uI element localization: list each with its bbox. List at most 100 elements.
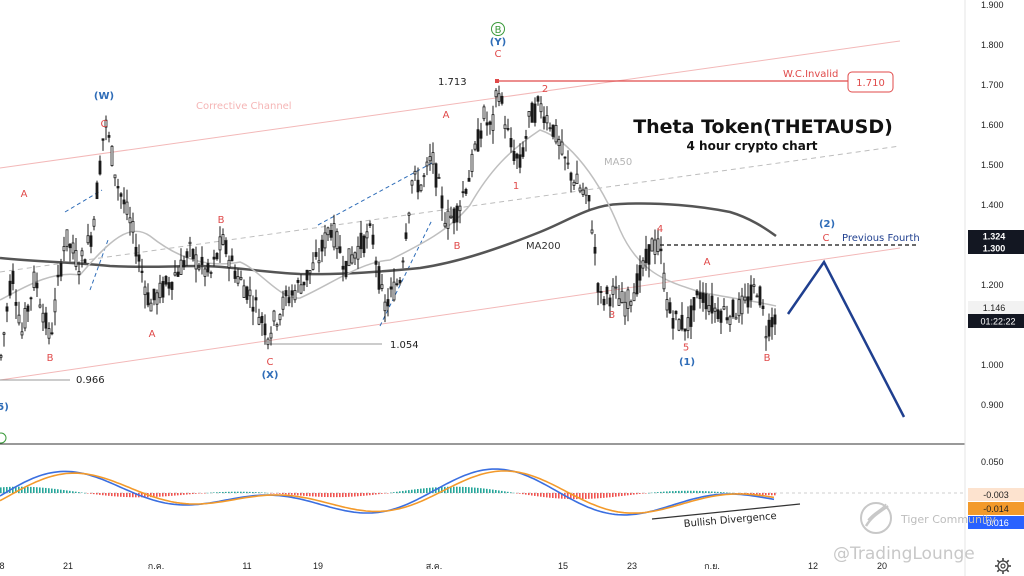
macd-bar	[261, 492, 263, 493]
macd-bar	[75, 491, 77, 493]
macd-bar	[312, 493, 314, 497]
candle	[104, 115, 108, 141]
candle	[425, 157, 429, 176]
candle	[770, 307, 774, 340]
time-tick: ก.ย.	[704, 561, 720, 571]
wave-label: C	[267, 357, 274, 368]
price-tick: 1.700	[981, 80, 1004, 90]
candle	[530, 101, 534, 123]
gear-icon[interactable]	[995, 558, 1011, 574]
price-tick: 1.800	[981, 40, 1004, 50]
candle	[668, 297, 672, 315]
macd-bar	[666, 491, 668, 493]
macd-bar	[447, 486, 449, 493]
macd-bar	[210, 492, 212, 494]
candle	[47, 322, 51, 345]
macd-bar	[297, 493, 299, 496]
candle	[20, 322, 24, 339]
macd-bar	[345, 493, 347, 497]
macd-bar	[276, 493, 278, 494]
wave-label: 5	[683, 343, 689, 354]
macd-bar	[177, 493, 179, 496]
macd-bar	[693, 490, 695, 493]
macd-bar	[726, 492, 728, 493]
macd-bar	[687, 490, 689, 493]
candle	[455, 203, 459, 231]
svg-text:-0.014: -0.014	[983, 504, 1009, 514]
macd-bar	[684, 490, 686, 493]
macd-bar	[675, 490, 677, 493]
candle	[422, 172, 426, 188]
candle	[308, 270, 312, 285]
candle	[605, 285, 609, 305]
candle	[590, 220, 594, 235]
candle	[398, 276, 402, 286]
macd-bar	[333, 493, 335, 498]
macd-bar	[372, 493, 374, 495]
macd-bar	[456, 486, 458, 493]
macd-bar	[129, 493, 131, 498]
macd-bar	[654, 492, 656, 493]
macd-bar	[90, 493, 92, 494]
candle	[275, 322, 279, 331]
macd-bar	[555, 493, 557, 499]
macd-bar	[750, 493, 752, 495]
candle	[494, 88, 498, 108]
macd-bar	[72, 491, 74, 493]
macd-bar	[465, 487, 467, 493]
svg-text:01:22:22: 01:22:22	[980, 317, 1015, 327]
macd-bar	[327, 493, 329, 498]
candle	[74, 237, 78, 271]
candle	[392, 268, 396, 302]
macd-bar	[330, 493, 332, 498]
candle	[629, 299, 633, 313]
candle	[65, 229, 69, 252]
macd-bar	[96, 493, 98, 495]
macd-bar	[123, 493, 125, 497]
wave-label: C	[101, 119, 108, 130]
candle	[359, 220, 363, 259]
macd-bar	[720, 492, 722, 493]
macd-bar	[246, 491, 248, 493]
wave-label: 5)	[0, 402, 9, 413]
candle	[53, 287, 57, 326]
macd-bar	[594, 493, 596, 499]
macd-bar	[504, 491, 506, 493]
macd-bar	[774, 493, 776, 496]
macd-bar	[480, 488, 482, 493]
candle	[17, 301, 21, 326]
macd-bar	[336, 493, 338, 498]
macd-bar	[198, 493, 200, 494]
macd-bar	[603, 493, 605, 498]
candle	[95, 180, 99, 200]
macd-bar	[165, 493, 167, 497]
candle	[152, 288, 156, 306]
svg-text:1.300: 1.300	[983, 244, 1006, 254]
macd-bar	[357, 493, 359, 497]
macd-bar	[705, 491, 707, 493]
candle	[620, 282, 624, 304]
candle	[305, 269, 309, 287]
time-tick: 15	[558, 561, 568, 571]
candle	[593, 233, 597, 266]
candle	[161, 276, 165, 303]
macd-bar	[360, 493, 362, 497]
candle	[332, 214, 336, 251]
macd-bar	[669, 491, 671, 493]
candle	[680, 302, 684, 332]
macd-bar	[348, 493, 350, 497]
candle	[254, 289, 258, 313]
svg-text:-0.003: -0.003	[983, 490, 1009, 500]
macd-bar	[639, 493, 641, 494]
macd-bar	[339, 493, 341, 498]
time-tick: 11	[242, 561, 251, 571]
macd-bar	[468, 487, 470, 493]
candle	[2, 331, 6, 347]
candle	[434, 162, 438, 197]
candle	[404, 223, 408, 241]
macd-bar	[384, 493, 386, 494]
macd-bar	[303, 493, 305, 496]
macd-bar	[495, 490, 497, 493]
macd-bar	[51, 488, 53, 493]
